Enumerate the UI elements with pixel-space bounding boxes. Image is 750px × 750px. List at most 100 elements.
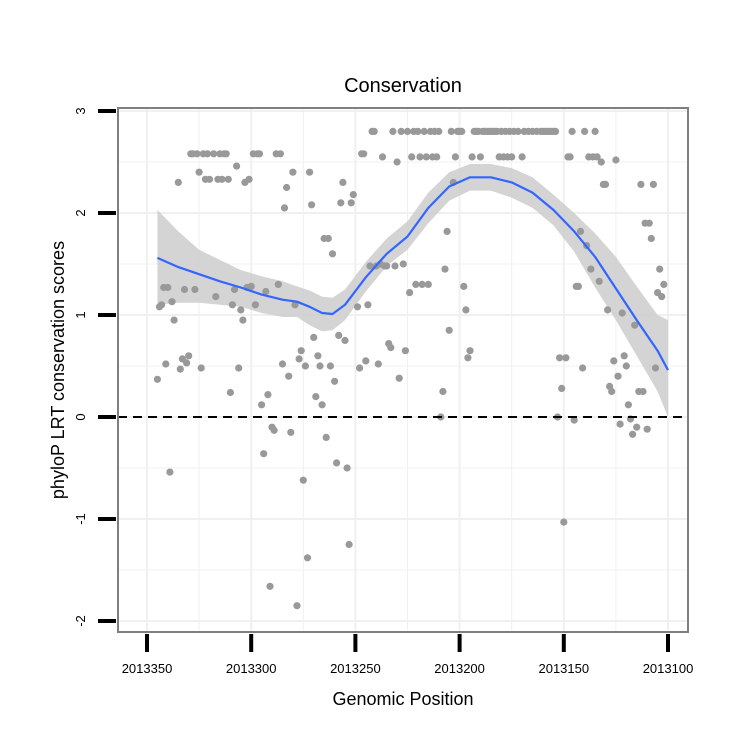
data-point [443,227,451,235]
smooth-line-layer [156,176,669,371]
data-point [610,357,618,365]
data-point [341,336,349,345]
data-point [293,602,301,610]
data-point [587,265,595,273]
data-point [658,293,666,301]
data-point [551,127,560,135]
data-point [441,265,449,273]
x-axis: 2013350 2013300 2013250 2013200 2013150 20131… [122,634,694,676]
data-point [239,316,247,324]
data-point [612,156,620,164]
data-point [168,298,176,306]
data-point [339,178,347,186]
data-point [337,199,345,207]
data-point [174,178,182,186]
x-tick-label: 2013250 [330,661,381,676]
data-point [230,285,239,294]
data-point [235,364,243,372]
data-point [476,153,484,161]
data-point [245,175,253,183]
data-point [210,150,218,158]
data-point [255,150,264,158]
data-point [260,450,268,458]
data-point [289,168,297,176]
data-point [370,127,378,135]
data-point [614,372,622,380]
data-point [183,359,191,367]
data-point [618,309,626,317]
data-point [280,204,289,212]
data-point [418,280,426,288]
data-point [326,362,334,370]
data-point [366,262,374,270]
data-point [462,306,470,314]
data-point [514,127,522,135]
data-point [276,150,284,158]
data-point [222,150,230,158]
data-point [353,303,362,311]
data-point [403,127,412,135]
x-tick-label: 2013150 [538,661,589,676]
data-point [264,391,272,399]
data-point [566,153,574,161]
x-tick-label: 2013100 [643,661,694,676]
data-point [308,201,316,209]
data-point [414,127,422,135]
data-point [378,153,387,161]
data-point [356,364,364,372]
data-point [568,127,576,135]
data-point [412,280,420,288]
data-point [637,180,645,188]
y-tick-label: -2 [73,615,88,627]
data-point [247,282,255,290]
data-point [316,362,324,370]
data-point [299,476,307,484]
data-point [595,277,603,285]
data-point [237,306,245,314]
data-point [581,127,589,135]
data-point [639,387,647,396]
data-point [180,285,189,294]
data-point [291,301,299,309]
data-point [629,430,637,438]
x-tick-label: 2013200 [434,661,485,676]
data-point [408,153,416,161]
data-point [203,150,211,158]
data-point [185,352,193,360]
data-point [439,387,447,396]
data-point [297,347,305,355]
data-point [464,354,472,362]
data-point [518,153,526,161]
confidence-ribbon [157,164,668,417]
data-point [228,301,236,309]
data-point [224,175,232,183]
data-point [324,234,332,243]
data-point [218,175,226,183]
data-point [422,153,430,161]
data-point [645,219,653,227]
data-point [343,464,351,472]
data-point [633,423,641,431]
scatter-points-layer [153,127,668,610]
data-point [251,301,259,309]
data-point [158,301,166,309]
data-point [347,199,355,207]
data-point [310,333,318,341]
data-point [458,127,466,135]
data-point [647,234,655,243]
plot-border [117,107,689,633]
data-point [153,375,161,383]
data-point [283,183,291,192]
data-point [162,360,170,368]
y-axis-title: phyloP LRT conservation scores [48,241,68,499]
data-point [468,153,476,161]
data-point [631,321,639,329]
data-point [306,168,314,176]
data-point [576,227,585,235]
data-point [649,180,658,188]
data-point [331,377,339,385]
y-tick-label: 3 [73,107,88,114]
data-point [274,280,282,288]
data-point [318,401,326,409]
data-point [570,416,578,424]
